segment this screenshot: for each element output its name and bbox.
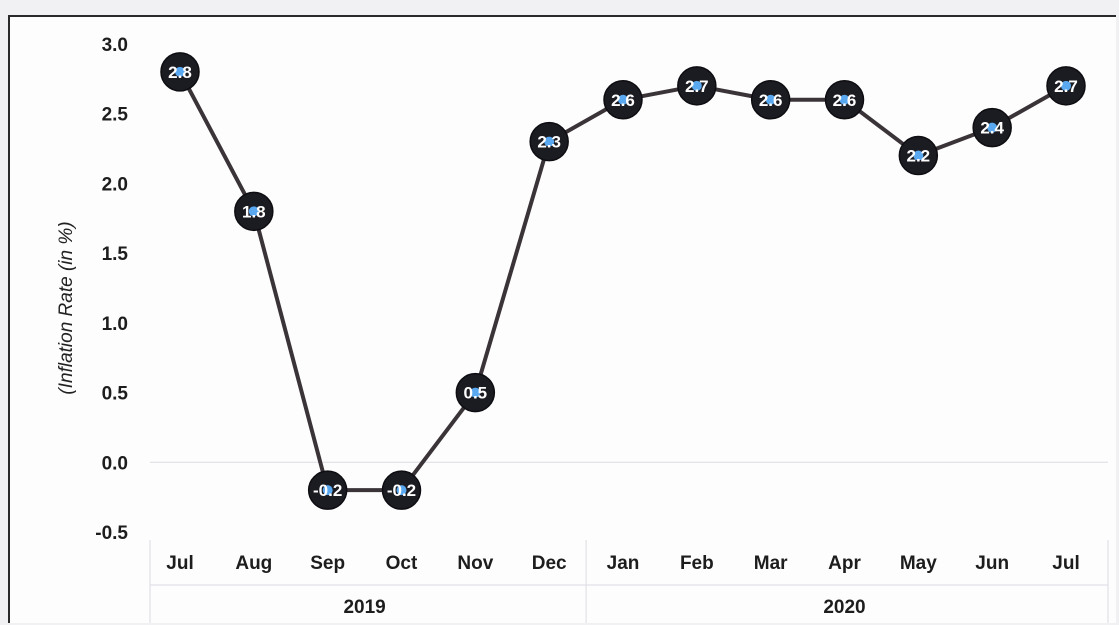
y-axis-title: (Inflation Rate (in %) [56,221,77,394]
y-tick-label: 0.5 [102,384,129,405]
data-label: 2.2 [907,147,931,166]
x-tick-label: Jan [607,553,640,574]
y-tick-label: 0.0 [102,453,128,474]
data-label: 2.6 [833,91,857,110]
x-tick-label: Dec [532,553,567,574]
y-tick-label: 3.0 [102,35,128,56]
data-point-center [175,66,185,77]
x-tick-label: Mar [754,553,788,574]
data-point-center [1061,80,1071,91]
data-point-center [544,136,555,147]
data-point-center [322,485,333,496]
x-tick-label: Apr [828,553,861,574]
data-label: -0.2 [313,481,342,500]
y-tick-label: 2.0 [102,174,128,195]
data-label: 2.3 [537,133,561,152]
data-label: 2.7 [1054,77,1078,96]
data-point-center [618,94,628,105]
x-tick-label: Sep [310,553,345,574]
x-tick-label: May [900,553,937,574]
data-point-center [248,206,259,217]
data-label: 2.7 [685,77,709,96]
data-label: 2.8 [168,63,192,82]
x-tick-label: Nov [457,553,493,574]
y-tick-label: 2.5 [102,105,129,126]
series-line [178,70,1067,493]
data-point-center [396,485,407,496]
x-tick-label: Jun [975,553,1009,574]
data-label: 0.5 [464,384,488,403]
data-label: 2.4 [980,119,1004,138]
y-tick-label: 1.0 [102,314,128,335]
data-label: 1.8 [242,202,266,221]
data-point-center [691,80,702,91]
data-point-center [913,150,924,161]
data-point-center [765,94,776,105]
x-tick-label: Jul [1052,553,1079,574]
inflation-line-chart: 3.0 2.5 2.0 1.5 1.0 0.5 0.0 -0.5 (Inflation Rat… [56,35,1109,623]
data-label: -0.2 [387,481,416,500]
data-point-center [839,94,850,105]
x-tick-label: Jul [166,553,193,574]
data-point-center [470,387,481,398]
x-tick-label: Aug [235,553,272,574]
data-label: 2.6 [611,91,635,110]
y-tick-label: -0.5 [95,523,128,544]
chart-frame: 3.0 2.5 2.0 1.5 1.0 0.5 0.0 -0.5 (Inflation Rat… [8,15,1116,623]
year-group-label: 2019 [343,597,385,618]
data-label: 2.6 [759,91,783,110]
x-tick-label: Feb [680,553,714,574]
x-tick-label: Oct [386,553,418,574]
y-tick-label: 1.5 [102,244,129,265]
year-group-label: 2020 [823,597,865,618]
data-point-center [987,122,998,133]
